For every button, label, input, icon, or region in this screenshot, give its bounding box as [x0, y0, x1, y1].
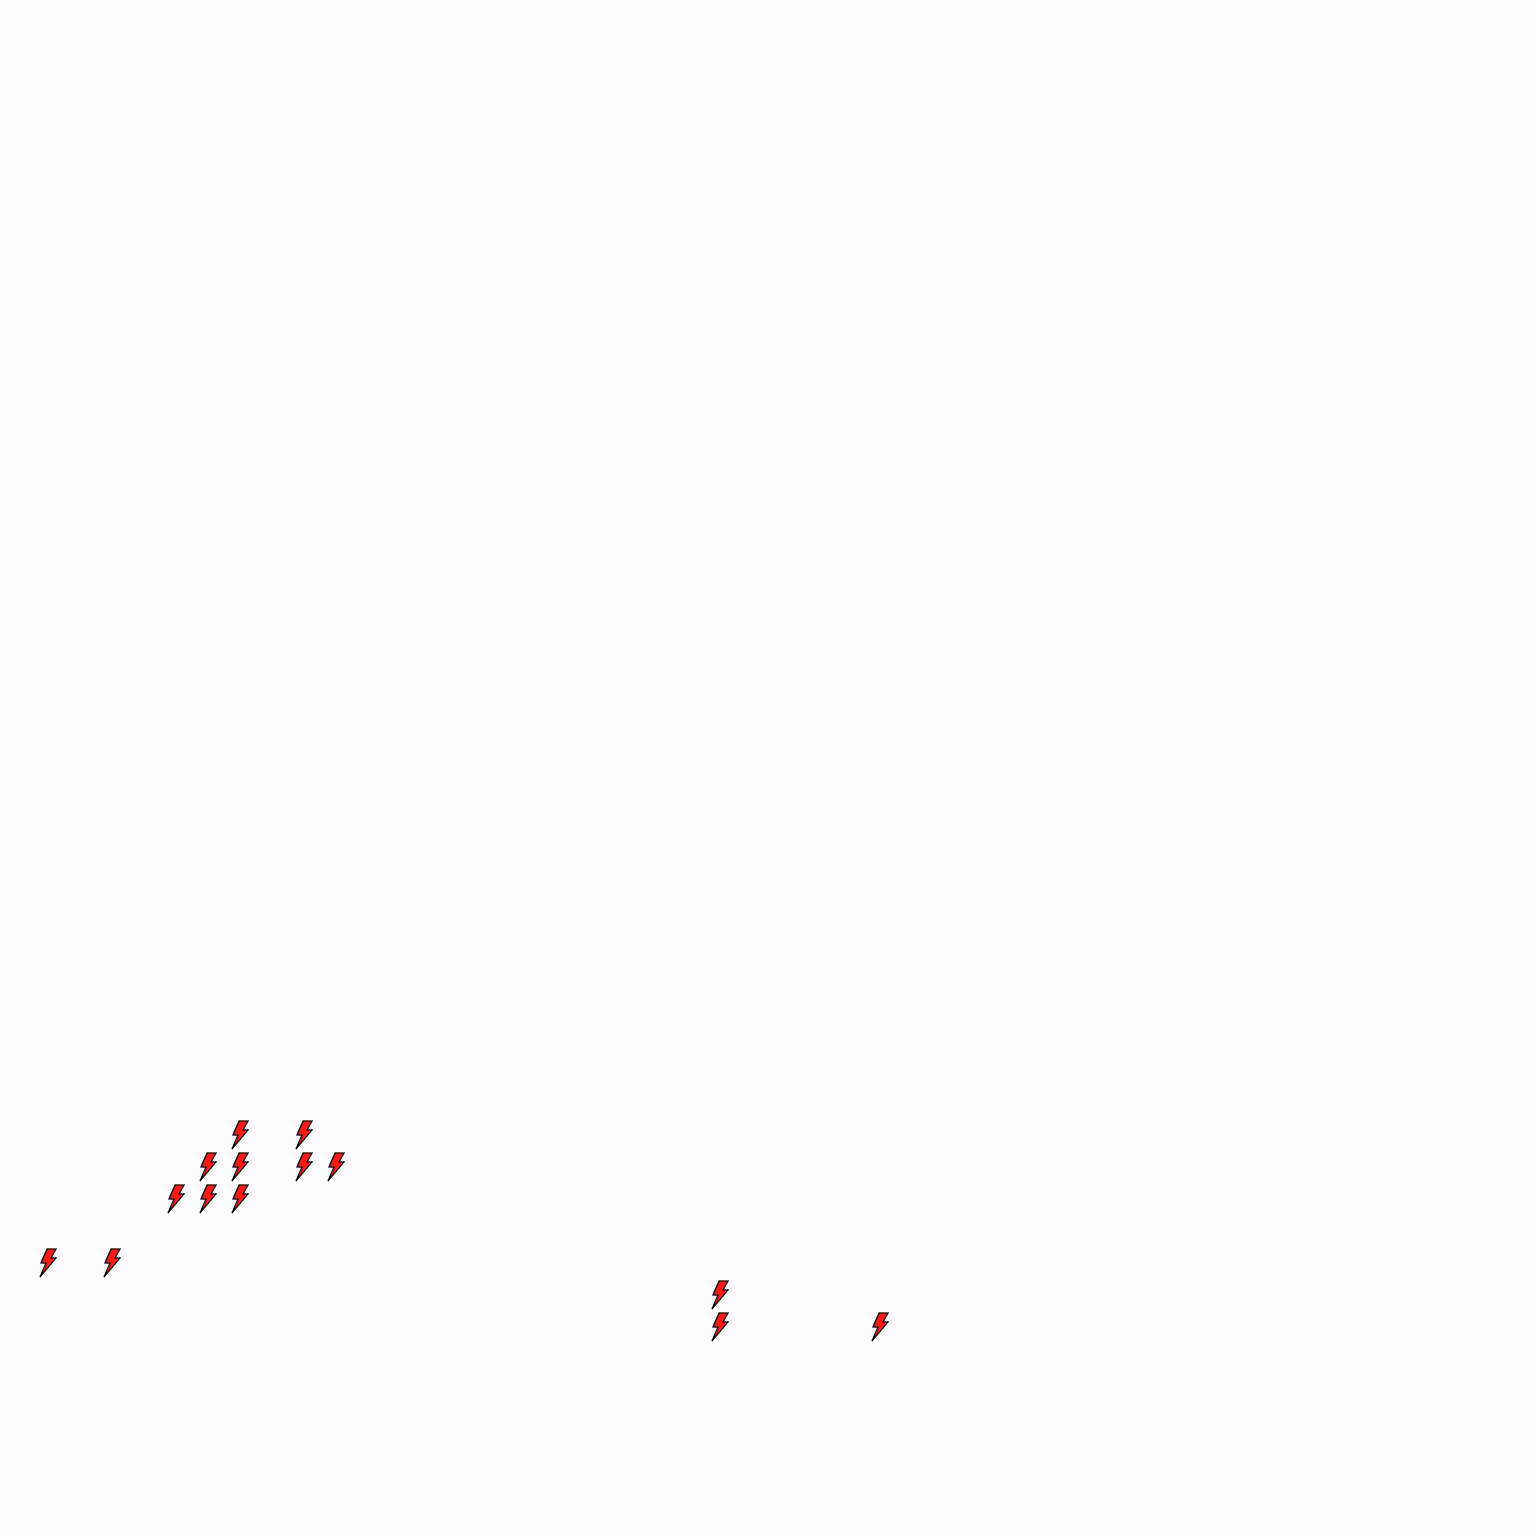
lightning-bolt-icon[interactable]	[230, 1184, 250, 1214]
lightning-bolt-icon[interactable]	[294, 1120, 314, 1150]
lightning-bolt-icon[interactable]	[326, 1152, 346, 1182]
lightning-bolt-icon[interactable]	[294, 1152, 314, 1182]
lightning-bolt-icon[interactable]	[166, 1184, 186, 1214]
lightning-bolt-icon[interactable]	[870, 1312, 890, 1342]
lightning-bolt-icon[interactable]	[198, 1184, 218, 1214]
lightning-bolt-icon[interactable]	[230, 1152, 250, 1182]
lightning-bolt-icon[interactable]	[38, 1248, 58, 1278]
lightning-bolt-icon[interactable]	[710, 1312, 730, 1342]
lightning-bolt-icon[interactable]	[102, 1248, 122, 1278]
lightning-bolt-icon[interactable]	[198, 1152, 218, 1182]
lightning-bolt-icon[interactable]	[710, 1280, 730, 1310]
lightning-bolt-icon[interactable]	[230, 1120, 250, 1150]
